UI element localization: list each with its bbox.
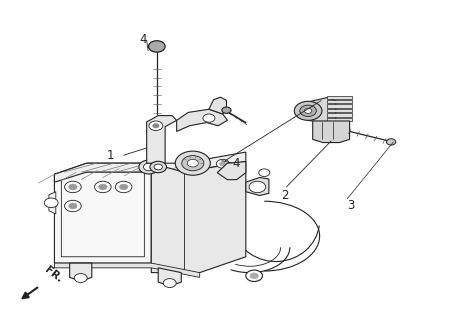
Circle shape xyxy=(64,181,81,193)
Circle shape xyxy=(304,108,311,113)
Polygon shape xyxy=(151,162,245,273)
Polygon shape xyxy=(312,121,349,142)
Circle shape xyxy=(149,121,163,131)
Circle shape xyxy=(175,151,210,175)
Polygon shape xyxy=(245,178,269,196)
Circle shape xyxy=(69,184,77,190)
Circle shape xyxy=(187,159,198,167)
Circle shape xyxy=(138,160,159,174)
Polygon shape xyxy=(69,263,92,281)
Text: 1: 1 xyxy=(106,149,114,162)
Polygon shape xyxy=(208,97,226,114)
Polygon shape xyxy=(326,100,351,103)
Polygon shape xyxy=(326,105,351,108)
Text: 4: 4 xyxy=(139,33,146,46)
Polygon shape xyxy=(49,192,56,214)
Polygon shape xyxy=(158,268,181,286)
Polygon shape xyxy=(326,113,351,116)
Circle shape xyxy=(99,184,107,190)
Circle shape xyxy=(219,162,225,166)
Circle shape xyxy=(119,184,127,190)
Circle shape xyxy=(143,163,154,171)
Polygon shape xyxy=(54,163,151,263)
Circle shape xyxy=(250,273,258,279)
Polygon shape xyxy=(326,118,351,121)
Circle shape xyxy=(221,107,231,113)
Circle shape xyxy=(225,164,238,173)
Polygon shape xyxy=(176,109,227,132)
Circle shape xyxy=(115,181,131,193)
Circle shape xyxy=(69,203,77,209)
Text: 3: 3 xyxy=(347,199,354,212)
Circle shape xyxy=(258,169,269,177)
Polygon shape xyxy=(217,162,245,180)
Circle shape xyxy=(299,105,316,116)
Circle shape xyxy=(202,114,214,122)
Circle shape xyxy=(94,181,111,193)
Circle shape xyxy=(44,198,58,208)
Polygon shape xyxy=(54,263,199,277)
Circle shape xyxy=(152,124,159,128)
Text: 4: 4 xyxy=(232,157,240,170)
Polygon shape xyxy=(146,116,176,163)
Circle shape xyxy=(150,161,166,173)
Circle shape xyxy=(154,164,162,170)
Circle shape xyxy=(148,41,165,52)
Text: 2: 2 xyxy=(281,189,288,202)
Text: FR.: FR. xyxy=(43,265,64,285)
Circle shape xyxy=(386,139,395,145)
Circle shape xyxy=(245,270,262,282)
Circle shape xyxy=(181,156,203,171)
Circle shape xyxy=(64,200,81,212)
Circle shape xyxy=(163,279,176,288)
Circle shape xyxy=(294,101,321,120)
Circle shape xyxy=(74,274,87,283)
Polygon shape xyxy=(326,109,351,112)
Circle shape xyxy=(216,159,229,168)
Polygon shape xyxy=(326,96,351,99)
Circle shape xyxy=(228,167,235,171)
Circle shape xyxy=(249,181,265,193)
Polygon shape xyxy=(54,152,245,182)
Polygon shape xyxy=(307,98,335,124)
